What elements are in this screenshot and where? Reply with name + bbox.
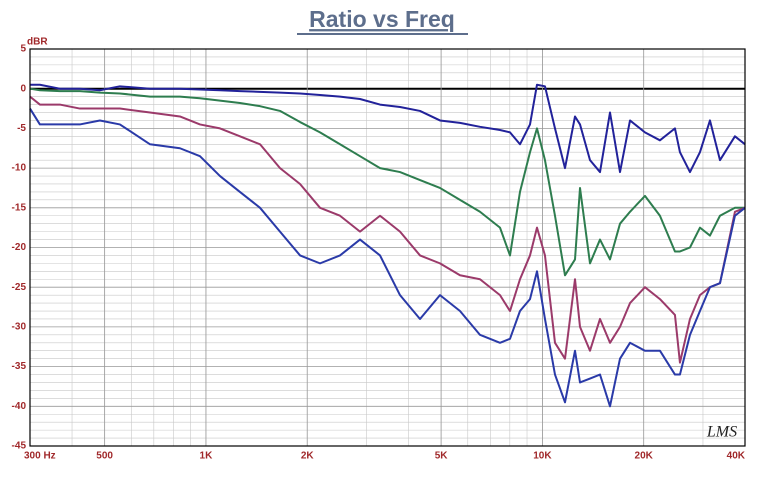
y-tick-label: -30 <box>12 322 27 333</box>
y-tick-label: -45 <box>12 441 27 452</box>
y-tick-label: -25 <box>12 282 27 293</box>
y-axis-label: dBR <box>27 37 48 48</box>
series-line <box>29 108 746 408</box>
x-tick-label: 300 Hz <box>24 451 56 462</box>
y-tick-label: -40 <box>12 401 27 412</box>
x-tick-label: 2K <box>301 451 315 462</box>
y-tick-label: -15 <box>12 202 27 213</box>
plot-border <box>29 48 746 447</box>
chart-title: Ratio vs Freq <box>309 6 455 32</box>
x-tick-label: 40K <box>727 451 746 462</box>
y-tick-label: -5 <box>17 123 26 134</box>
series-line <box>29 87 745 277</box>
x-tick-label: 20K <box>635 451 654 462</box>
y-tick-label: -35 <box>12 361 27 372</box>
y-tick-label: 0 <box>20 83 26 94</box>
y-tick-label: -20 <box>12 242 27 253</box>
x-tick-label: 5K <box>435 451 449 462</box>
series-line <box>30 83 746 174</box>
x-tick-label: 1K <box>200 451 214 462</box>
x-tick-label: 500 <box>96 451 113 462</box>
y-tick-label: 5 <box>20 44 26 55</box>
x-tick-label: 10K <box>533 451 552 462</box>
plot <box>29 83 746 408</box>
y-tick-label: -10 <box>12 163 27 174</box>
series-line <box>29 95 746 364</box>
watermark: LMS <box>706 424 737 441</box>
